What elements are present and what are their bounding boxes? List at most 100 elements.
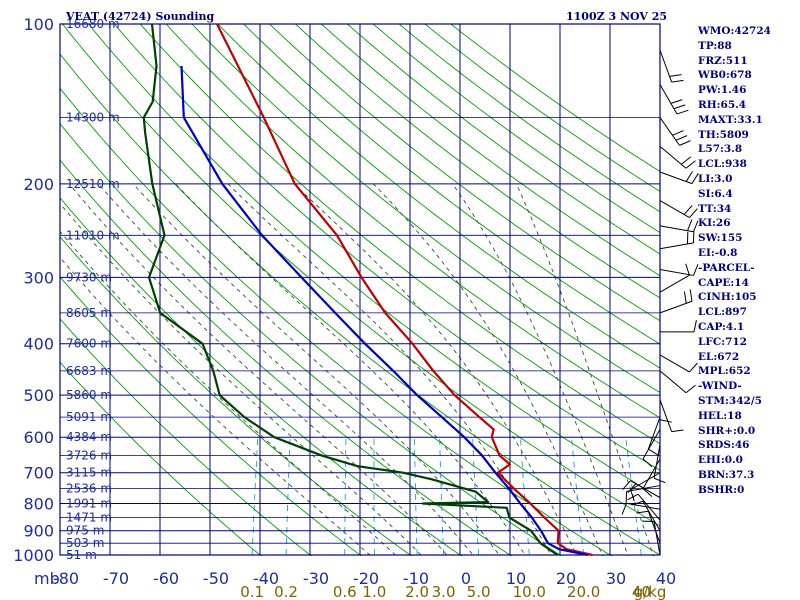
temperature-tick-label: -40 (253, 569, 279, 588)
height-label: 3726 m (66, 449, 112, 463)
wind-barb-flag (686, 219, 693, 231)
dry-adiabat (60, 361, 262, 556)
dry-adiabat (346, 24, 660, 255)
index-item: EL:672 (698, 350, 740, 363)
moist-adiabat (60, 230, 398, 556)
temperature-tick-label: -20 (353, 569, 379, 588)
wind-barb-flag (642, 488, 653, 497)
mixing-ratio-tick-label: 1.0 (362, 583, 386, 600)
wind-barb-flag (673, 104, 686, 110)
mixing-ratio-tick-label: 0.6 (333, 583, 357, 600)
dry-adiabat (60, 53, 660, 556)
series-parcel-line (180, 65, 588, 556)
index-item: L57:3.8 (698, 143, 743, 156)
index-item: LCL:897 (698, 306, 747, 319)
index-item: HEL:18 (698, 409, 742, 422)
height-labels: 16680 m 14300 m 12510 m 11010 m 9730 m 8605 m… (66, 17, 120, 562)
height-label: 975 m (66, 524, 104, 538)
height-label: 1991 m (66, 497, 112, 511)
dry-adiabat (60, 159, 513, 556)
dry-adiabat (87, 24, 660, 499)
index-item: MPL:652 (698, 365, 751, 378)
index-item: CAP:4.1 (698, 320, 745, 333)
wind-barb-flag (679, 140, 691, 146)
moist-adiabat (452, 183, 629, 556)
wind-barb-staff (642, 458, 661, 489)
wind-barb-flag (693, 320, 697, 332)
wind-barb-flag (683, 291, 687, 304)
moist-adiabat (68, 183, 449, 556)
moist-adiabat (98, 183, 475, 556)
index-item: TH:5809 (698, 128, 749, 141)
index-item: RH:65.4 (698, 98, 747, 111)
temperature-tick-label: -30 (303, 569, 329, 588)
wind-barb-staff (642, 429, 661, 460)
mixing-ratio-line (520, 437, 530, 556)
wind-barb-flag (689, 208, 698, 218)
height-label: 16680 m (66, 17, 120, 31)
index-item: CINH:105 (698, 291, 757, 304)
pressure-axis: 100 200 300 400 500 600 700 800 900 1000 (13, 15, 54, 565)
dry-adiabat (243, 24, 660, 345)
index-item: EI:-0.8 (698, 246, 738, 259)
sounding-indices: WMO:42724 TP:88 FRZ:511 WB0:678 PW:1.46 RH:65… (698, 24, 771, 498)
index-item: LFC:712 (698, 335, 747, 348)
index-item: SW:155 (698, 232, 743, 245)
dry-adiabat (60, 87, 613, 556)
mixing-ratio-lines (251, 437, 642, 556)
temperature-tick-label: 20 (556, 569, 576, 588)
wind-barb-staff (637, 493, 661, 521)
dry-adiabat (268, 24, 660, 322)
dry-adiabat (217, 24, 660, 369)
moist-adiabat (372, 183, 604, 556)
dry-adiabat (294, 24, 660, 299)
moist-adiabat (132, 183, 501, 556)
height-label: 51 m (66, 548, 97, 562)
dry-adiabat (165, 24, 660, 419)
mixing-ratio-line (625, 437, 642, 556)
mixing-ratio-unit-label: g/kg (634, 583, 667, 600)
dry-adiabat (60, 276, 362, 556)
index-item: FRZ:511 (698, 54, 748, 67)
pressure-tick-label: 700 (23, 464, 54, 483)
wind-barbs (621, 24, 699, 556)
mixing-ratio-tick-label: 3.0 (432, 583, 456, 600)
wind-barb-staff (659, 354, 690, 373)
wind-barb-flag (685, 160, 696, 169)
mixing-ratio-line (571, 437, 584, 556)
wind-barb-staff (653, 521, 661, 556)
wind-barb-flag (693, 220, 699, 232)
pressure-tick-label: 300 (23, 268, 54, 287)
mixing-ratio-tick-label: 5.0 (467, 583, 491, 600)
mixing-ratio-line (414, 437, 418, 556)
index-item: CAPE:14 (698, 276, 749, 289)
wind-barb-staff (659, 274, 690, 293)
height-label: 1471 m (66, 511, 112, 525)
series-temperature-line (216, 24, 593, 556)
index-item: WMO:42724 (698, 25, 771, 37)
wind-barb-staff (659, 370, 687, 394)
height-label: 3115 m (66, 466, 112, 480)
wind-barb-flag (622, 480, 631, 490)
height-label: 5860 m (66, 388, 112, 402)
wind-barb-flag (675, 135, 688, 141)
index-item: -PARCEL- (698, 261, 755, 274)
temperature-tick-label: 0 (461, 569, 471, 588)
wind-barb-flag (685, 263, 690, 276)
pressure-tick-label: 500 (23, 386, 54, 405)
moist-adiabat (515, 183, 655, 556)
wind-barb-flag (689, 362, 698, 373)
wind-barb-staff (630, 472, 661, 491)
height-label: 11010 m (66, 228, 120, 242)
height-label: 7600 m (66, 337, 112, 351)
pressure-tick-label: 200 (23, 175, 54, 194)
temperature-tick-label: 40 (656, 569, 676, 588)
chart-timestamp: 1100Z 3 NOV 25 (566, 10, 668, 23)
moist-adiabat (174, 183, 527, 556)
wind-barb-staff (653, 444, 661, 479)
dry-adiabat (139, 24, 660, 445)
mixing-ratio-axis: 0.1 0.2 0.6 1.0 2.0 3.0 5.0 10.0 20.0 40g/kg (240, 583, 666, 600)
index-item: KI:26 (698, 217, 731, 230)
wind-barb-staff (642, 501, 661, 531)
